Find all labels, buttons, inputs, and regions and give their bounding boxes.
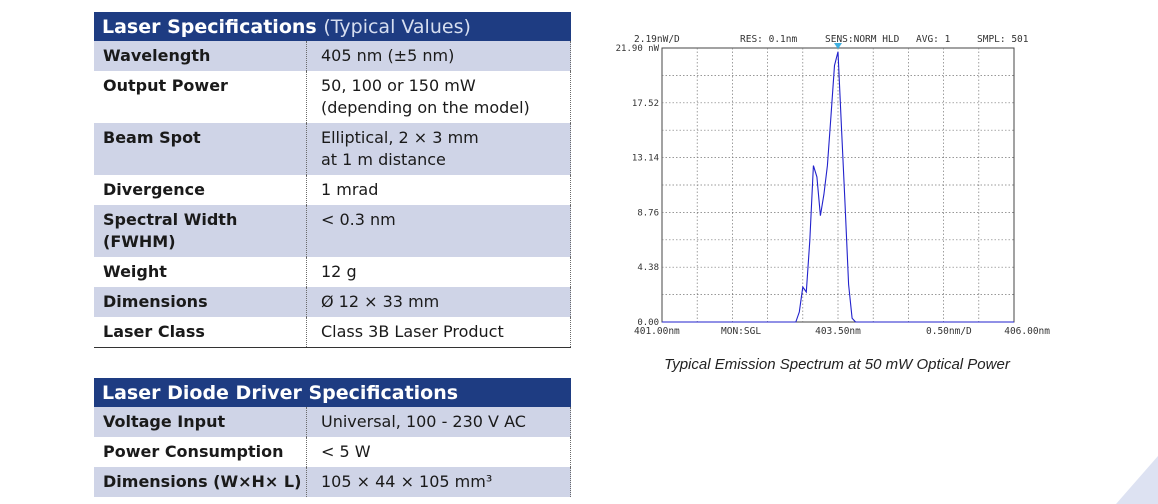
- y-tick-label: 4.38: [637, 263, 659, 273]
- spec-value: Elliptical, 2 × 3 mm at 1 m distance: [306, 123, 571, 175]
- spec-value-line: Elliptical, 2 × 3 mm: [321, 128, 479, 147]
- spec-label: Output Power: [103, 76, 228, 95]
- y-tick-label: 17.52: [632, 99, 659, 109]
- spec-value-line: < 5 W: [321, 442, 371, 461]
- spec-value: Class 3B Laser Product: [306, 317, 571, 347]
- spec-value: Ø 12 × 33 mm: [306, 287, 571, 317]
- spec-row: Voltage Input Universal, 100 - 230 V AC: [94, 407, 571, 437]
- spec-value-line: 405 nm (±5 nm): [321, 46, 455, 65]
- spec-value: 50, 100 or 150 mW (depending on the model…: [306, 71, 571, 123]
- emission-spectrum-chart: 21.90 nW 17.52 13.14 8.76 4.38 0.00 2.19nW/D RE…: [616, 34, 1051, 337]
- spec-value-line: Ø 12 × 33 mm: [321, 292, 440, 311]
- spec-row: Power Consumption < 5 W: [94, 437, 571, 467]
- spec-row: Output Power 50, 100 or 150 mW (depending …: [94, 71, 571, 123]
- spec-label: Dimensions: [103, 292, 208, 311]
- driver-specifications-table: Laser Diode Driver Specifications Voltag…: [94, 378, 571, 497]
- y-tick-label: 21.90 nW: [616, 44, 660, 54]
- spectrum-caption: Typical Emission Spectrum at 50 mW Optic…: [664, 356, 1010, 373]
- spec-value: 405 nm (±5 nm): [306, 41, 571, 71]
- spec-value-line: 50, 100 or 150 mW: [321, 76, 476, 95]
- spectrum-header-scale: 2.19nW/D: [634, 34, 680, 45]
- spectrum-trace: [662, 51, 1014, 323]
- spec-row: Beam Spot Elliptical, 2 × 3 mm at 1 m dist…: [94, 123, 571, 175]
- driver-specifications-header: Laser Diode Driver Specifications: [94, 378, 571, 407]
- spectrum-footer-x_end: 406.00nm: [1004, 326, 1050, 337]
- spec-row: Dimensions Ø 12 × 33 mm: [94, 287, 571, 317]
- spectrum-footer-x_div: 0.50nm/D: [926, 326, 972, 337]
- spec-value: < 0.3 nm: [306, 205, 571, 257]
- spectrum-footer-x_center: 403.50nm: [815, 326, 861, 337]
- spec-row: Dimensions (W×H× L) 105 × 44 × 105 mm³: [94, 467, 571, 497]
- spectrum-header-sens: SENS:NORM HLD: [825, 34, 900, 45]
- laser-specifications-table: Laser Specifications (Typical Values) Wa…: [94, 12, 571, 348]
- spectrum-header-res: RES: 0.1nm: [740, 34, 797, 45]
- spec-value: 105 × 44 × 105 mm³: [306, 467, 571, 497]
- spectrum-footer-mon: MON:SGL: [721, 326, 761, 337]
- spec-value-line: Class 3B Laser Product: [321, 322, 504, 341]
- decorative-corner-shape: [1116, 456, 1158, 504]
- spec-row: Wavelength 405 nm (±5 nm): [94, 41, 571, 71]
- spec-value: 1 mrad: [306, 175, 571, 205]
- spec-value-line: 1 mrad: [321, 180, 379, 199]
- y-tick-label: 8.76: [637, 208, 659, 218]
- spec-label: Spectral Width (FWHM): [103, 210, 238, 251]
- spec-value: Universal, 100 - 230 V AC: [306, 407, 571, 437]
- spec-value-line: (depending on the model): [321, 98, 530, 117]
- spec-value-line: < 0.3 nm: [321, 210, 396, 229]
- spec-label: Laser Class: [103, 322, 205, 341]
- peak-marker: [834, 43, 842, 49]
- spec-label: Weight: [103, 262, 167, 281]
- spec-label: Beam Spot: [103, 128, 201, 147]
- spectrum-header-avg: AVG: 1: [916, 34, 951, 45]
- spec-label: Wavelength: [103, 46, 211, 65]
- spec-label: Power Consumption: [103, 442, 284, 461]
- laser-specifications-title-suffix: (Typical Values): [323, 16, 471, 38]
- spec-label: Dimensions (W×H× L): [103, 472, 302, 491]
- spectrum-header-smpl: SMPL: 501: [977, 34, 1029, 45]
- spec-row: Divergence 1 mrad: [94, 175, 571, 205]
- driver-specifications-title: Laser Diode Driver Specifications: [102, 382, 459, 404]
- spec-row: Spectral Width (FWHM) < 0.3 nm: [94, 205, 571, 257]
- spec-row: Weight 12 g: [94, 257, 571, 287]
- spec-row: Laser Class Class 3B Laser Product: [94, 317, 571, 347]
- spec-value: < 5 W: [306, 437, 571, 467]
- spec-label: Divergence: [103, 180, 205, 199]
- spec-value-line: 105 × 44 × 105 mm³: [321, 472, 493, 491]
- laser-specifications-title: Laser Specifications: [102, 16, 317, 38]
- spec-value-line: 12 g: [321, 262, 357, 281]
- spec-value-line: at 1 m distance: [321, 150, 446, 169]
- y-tick-label: 13.14: [632, 154, 659, 164]
- spec-value: 12 g: [306, 257, 571, 287]
- spec-value-line: Universal, 100 - 230 V AC: [321, 412, 526, 431]
- laser-specifications-header: Laser Specifications (Typical Values): [94, 12, 571, 41]
- spectrum-footer-x_start: 401.00nm: [634, 326, 680, 337]
- spec-label: Voltage Input: [103, 412, 226, 431]
- y-tick-label: 0.00: [637, 318, 659, 328]
